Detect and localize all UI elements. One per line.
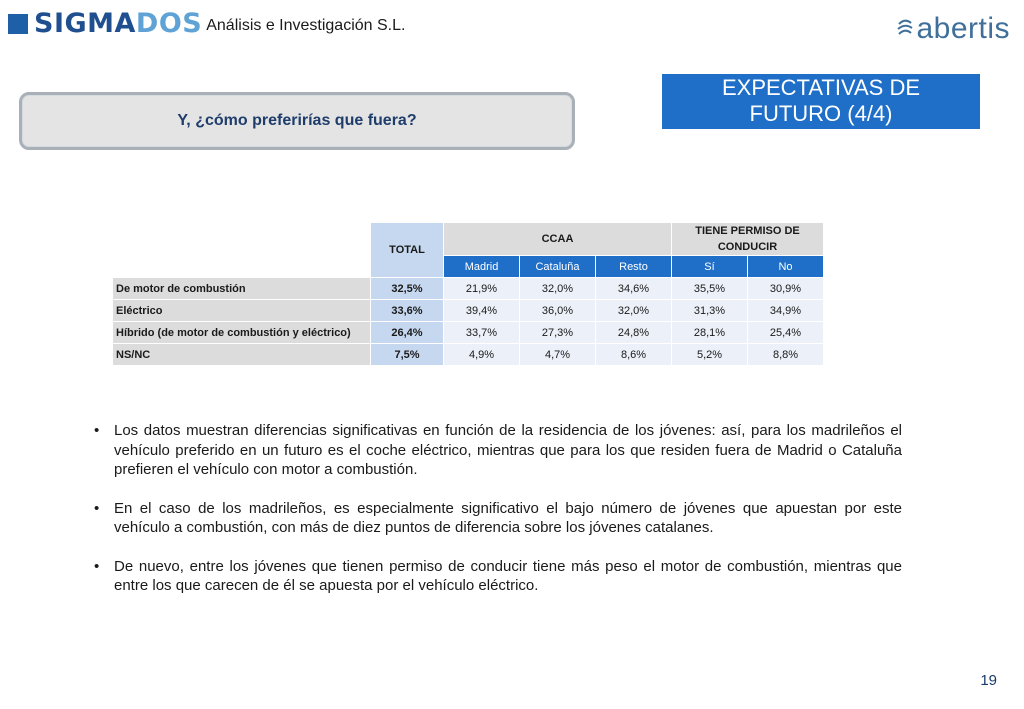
- cell-value: 21,9%: [444, 278, 519, 299]
- finding-item: • De nuevo, entre los jóvenes que tienen …: [92, 557, 902, 596]
- cell-value: 36,0%: [520, 300, 595, 321]
- finding-text: En el caso de los madrileños, es especia…: [114, 499, 902, 537]
- abertis-logo-wordmark: abertis: [916, 12, 1010, 45]
- sigmados-logo-wordmark: SIGMADOS: [34, 8, 203, 39]
- row-label: De motor de combustión: [113, 278, 370, 299]
- header-madrid: Madrid: [444, 256, 519, 277]
- header-resto: Resto: [596, 256, 671, 277]
- cell-value: 34,6%: [596, 278, 671, 299]
- table-row: Híbrido (de motor de combustión y eléctr…: [113, 322, 823, 343]
- bullet-icon: •: [94, 422, 100, 439]
- table-row: NS/NC 7,5% 4,9% 4,7% 8,6% 5,2% 8,8%: [113, 344, 823, 365]
- cell-value: 32,0%: [520, 278, 595, 299]
- bullet-icon: •: [94, 557, 100, 575]
- findings-list: • Los datos muestran diferencias signific…: [92, 421, 902, 615]
- section-title-line-2: FUTURO (4/4): [749, 101, 893, 126]
- question-box: Y, ¿cómo preferirías que fuera?: [19, 92, 575, 150]
- bullet-icon: •: [94, 499, 100, 517]
- section-title: EXPECTATIVAS DE FUTURO (4/4): [662, 74, 980, 129]
- cell-value: 34,9%: [748, 300, 823, 321]
- table-header-row-2: Madrid Cataluña Resto Sí No: [113, 256, 823, 277]
- header-total: TOTAL: [371, 223, 443, 277]
- header-ccaa: CCAA: [444, 223, 671, 255]
- cell-value: 4,9%: [444, 344, 519, 365]
- cell-value: 8,8%: [748, 344, 823, 365]
- cell-total: 32,5%: [371, 278, 443, 299]
- sigmados-logo-mark: [8, 14, 28, 34]
- header-cataluna: Cataluña: [520, 256, 595, 277]
- table-row: De motor de combustión 32,5% 21,9% 32,0%…: [113, 278, 823, 299]
- sigmados-logo-subtitle: Análisis e Investigación S.L.: [206, 17, 406, 34]
- cell-value: 8,6%: [596, 344, 671, 365]
- cell-value: 35,5%: [672, 278, 747, 299]
- question-text: Y, ¿cómo preferirías que fuera?: [177, 112, 417, 129]
- row-label: NS/NC: [113, 344, 370, 365]
- section-title-line-1: EXPECTATIVAS DE: [721, 75, 921, 100]
- cell-value: 24,8%: [596, 322, 671, 343]
- row-label: Híbrido (de motor de combustión y eléctr…: [113, 322, 370, 343]
- cell-total: 7,5%: [371, 344, 443, 365]
- cell-value: 27,3%: [520, 322, 595, 343]
- cell-value: 30,9%: [748, 278, 823, 299]
- cell-value: 4,7%: [520, 344, 595, 365]
- finding-item: • En el caso de los madrileños, es especi…: [92, 499, 902, 538]
- table-row: Eléctrico 33,6% 39,4% 36,0% 32,0% 31,3% …: [113, 300, 823, 321]
- cell-value: 32,0%: [596, 300, 671, 321]
- cell-value: 5,2%: [672, 344, 747, 365]
- header-permiso: TIENE PERMISO DE CONDUCIR: [672, 223, 823, 255]
- finding-text: De nuevo, entre los jóvenes que tienen p…: [114, 557, 902, 595]
- finding-item: • Los datos muestran diferencias signific…: [92, 421, 902, 480]
- cell-value: 39,4%: [444, 300, 519, 321]
- cell-value: 33,7%: [444, 322, 519, 343]
- cell-value: 28,1%: [672, 322, 747, 343]
- results-table: TOTAL CCAA TIENE PERMISO DE CONDUCIR Mad…: [112, 222, 824, 366]
- page-number: 19: [980, 672, 997, 689]
- header-no: No: [748, 256, 823, 277]
- row-label: Eléctrico: [113, 300, 370, 321]
- table-corner: [113, 223, 370, 277]
- cell-total: 33,6%: [371, 300, 443, 321]
- abertis-logo: abertis: [895, 14, 1010, 44]
- cell-value: 31,3%: [672, 300, 747, 321]
- header-si: Sí: [672, 256, 747, 277]
- sigmados-logo: SIGMADOS Análisis e Investigación S.L.: [8, 9, 405, 39]
- finding-text: Los datos muestran diferencias significa…: [114, 422, 902, 478]
- abertis-logo-icon: [897, 19, 914, 35]
- table-header-row-1: TOTAL CCAA TIENE PERMISO DE CONDUCIR: [113, 223, 823, 277]
- cell-total: 26,4%: [371, 322, 443, 343]
- cell-value: 25,4%: [748, 322, 823, 343]
